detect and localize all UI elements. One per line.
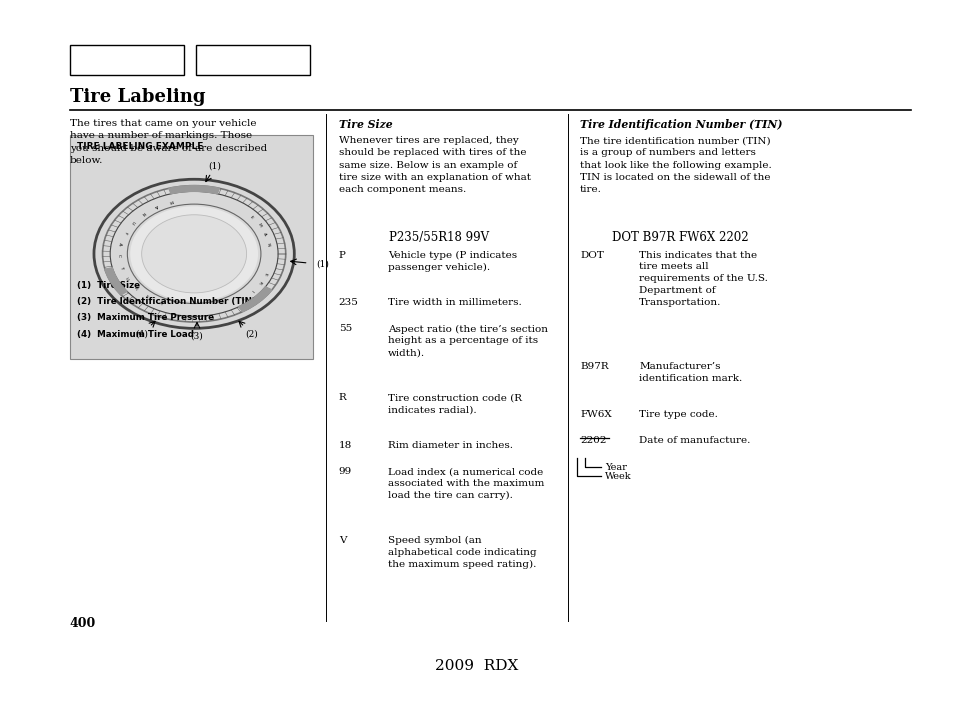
Text: R: R [132,286,137,291]
Text: 99: 99 [338,467,352,476]
Text: Tire width in millimeters.: Tire width in millimeters. [388,298,521,307]
Text: T: T [239,295,244,300]
Text: 2009  RDX: 2009 RDX [435,659,518,673]
Text: P: P [338,251,345,260]
Text: (4)  Maximum Tire Load: (4) Maximum Tire Load [77,329,194,339]
Text: 235: 235 [338,298,358,307]
Text: Whenever tires are replaced, they
should be replaced with tires of the
same size: Whenever tires are replaced, they should… [338,136,530,194]
Text: P235/55R18 99V: P235/55R18 99V [389,231,488,244]
Text: (2): (2) [245,329,257,339]
Text: E: E [249,215,253,220]
Text: (1): (1) [209,161,221,170]
Circle shape [130,206,257,301]
Text: Tire Identification Number (TIN): Tire Identification Number (TIN) [579,119,781,129]
Text: U: U [130,219,135,224]
Text: Date of manufacture.: Date of manufacture. [639,436,750,445]
Text: A: A [153,203,158,208]
Text: TIRE LABELING EXAMPLE: TIRE LABELING EXAMPLE [77,142,203,151]
Polygon shape [169,186,219,194]
Text: (1): (1) [316,260,329,269]
Text: R: R [256,280,261,285]
Text: Vehicle type (P indicates
passenger vehicle).: Vehicle type (P indicates passenger vehi… [388,251,517,272]
Text: A: A [262,232,267,236]
Text: (4): (4) [135,329,148,339]
Text: (2)  Tire Identification Number (TIN): (2) Tire Identification Number (TIN) [77,297,255,306]
Text: N: N [140,210,146,215]
Text: 2202: 2202 [579,436,606,445]
Text: The tire identification number (TIN)
is a group of numbers and letters
that look: The tire identification number (TIN) is … [579,136,771,194]
Text: 400: 400 [70,618,96,630]
Text: V: V [338,536,346,545]
Text: F: F [122,230,127,234]
Text: U: U [124,276,129,281]
Text: (3): (3) [191,332,203,341]
Text: Tire construction code (R
indicates radial).: Tire construction code (R indicates radi… [388,393,521,414]
Text: Week: Week [604,472,631,481]
Circle shape [141,214,246,293]
Text: T: T [119,266,123,269]
Text: Tire type code.: Tire type code. [639,410,718,419]
Text: (3)  Maximum Tire Pressure: (3) Maximum Tire Pressure [77,313,214,322]
Text: DOT: DOT [579,251,603,260]
FancyBboxPatch shape [70,45,184,75]
Text: This indicates that the
tire meets all
requirements of the U.S.
Department of
Tr: This indicates that the tire meets all r… [639,251,767,307]
Text: The tires that came on your vehicle
have a number of markings. Those
you should : The tires that came on your vehicle have… [70,119,267,165]
Text: E: E [144,295,149,300]
Polygon shape [105,268,127,295]
Text: B97R: B97R [579,362,608,371]
Text: 18: 18 [338,441,352,450]
Polygon shape [238,287,272,312]
Text: Manufacturer’s
identification mark.: Manufacturer’s identification mark. [639,362,741,383]
Text: Rim diameter in inches.: Rim diameter in inches. [388,441,513,450]
Text: R: R [158,302,162,307]
Text: N: N [266,242,271,246]
Text: (1)  Tire Size: (1) Tire Size [77,280,140,290]
Text: I: I [250,288,253,292]
Text: Speed symbol (an
alphabetical code indicating
the maximum speed rating).: Speed symbol (an alphabetical code indic… [388,536,537,569]
Text: A: A [117,242,122,246]
Text: C: C [116,254,121,257]
FancyBboxPatch shape [195,45,310,75]
Text: M: M [169,198,173,203]
FancyBboxPatch shape [70,135,313,359]
Text: Load index (a numerical code
associated with the maximum
load the tire can carry: Load index (a numerical code associated … [388,467,544,500]
Text: Aspect ratio (the tire’s section
height as a percentage of its
width).: Aspect ratio (the tire’s section height … [388,324,548,357]
Text: Tire Size: Tire Size [338,119,392,129]
Text: R: R [338,393,346,403]
Text: M: M [256,223,262,228]
Text: E: E [262,271,267,275]
Text: DOT B97R FW6X 2202: DOT B97R FW6X 2202 [611,231,748,244]
Text: Year: Year [604,463,626,471]
Text: 55: 55 [338,324,352,334]
Text: Tire Labeling: Tire Labeling [70,88,205,106]
Text: FW6X: FW6X [579,410,611,419]
